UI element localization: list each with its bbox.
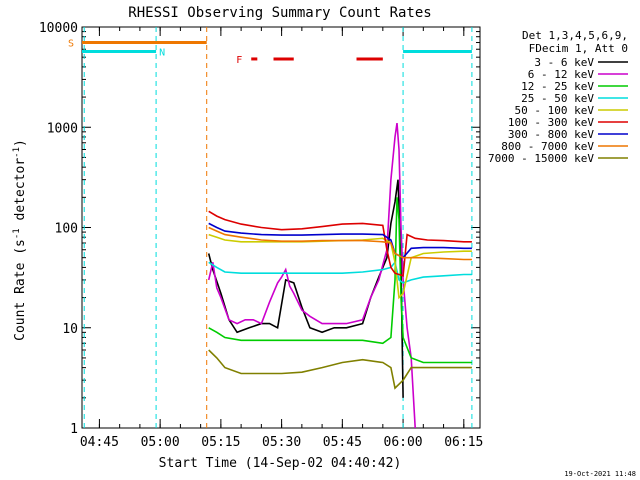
x-tick-label: 05:00 <box>141 435 180 450</box>
x-tick-label: 05:15 <box>201 435 240 450</box>
series-line <box>208 226 472 261</box>
series-line <box>208 197 472 364</box>
axes-layer: 1 10 100 1000 10000 04:45 05:00 05:15 05:30 05:45… <box>39 21 484 450</box>
flag-label: S <box>68 39 74 50</box>
x-tick-label: 05:45 <box>323 435 362 450</box>
legend-entry: 100 - 300 keV <box>508 116 594 129</box>
x-tick-label: 04:45 <box>80 435 119 450</box>
series-line <box>208 210 472 277</box>
legend-entry: 7000 - 15000 keV <box>488 152 594 165</box>
chart-title: RHESSI Observing Summary Count Rates <box>128 5 431 21</box>
x-tick-label: 06:00 <box>384 435 423 450</box>
flag-label: N <box>159 47 165 58</box>
y-tick-label: 100 <box>55 222 78 237</box>
footer-date: 19-Oct-2021 11:48 <box>564 470 636 478</box>
legend-entry: 300 - 800 keV <box>508 128 594 141</box>
legend-entry: 3 - 6 keV <box>534 56 594 69</box>
legend-entry: 25 - 50 keV <box>521 92 594 105</box>
legend-header: FDecim 1, Att 0 <box>529 42 628 55</box>
y-axis-label: Count Rate (s-1 detector-1) <box>12 139 28 341</box>
flare-flag-label: F <box>236 55 242 66</box>
y-tick-label: 1 <box>70 422 78 437</box>
x-axis-label: Start Time (14-Sep-02 04:40:42) <box>159 456 402 471</box>
series-line <box>208 233 472 300</box>
series-line <box>208 349 472 390</box>
x-tick-label: 06:15 <box>444 435 483 450</box>
legend-entry: 50 - 100 keV <box>515 104 595 117</box>
y-tick-label: 10 <box>62 322 78 337</box>
x-tick-label: 05:30 <box>262 435 301 450</box>
legend: Det 1,3,4,5,6,9,FDecim 1, Att 03 - 6 keV… <box>488 29 628 165</box>
legend-entry: 12 - 25 keV <box>521 80 594 93</box>
y-tick-label: 10000 <box>39 21 78 36</box>
legend-header: Det 1,3,4,5,6,9, <box>522 29 628 42</box>
legend-entry: 800 - 7000 keV <box>501 140 594 153</box>
series-line <box>207 179 404 398</box>
legend-entry: 6 - 12 keV <box>528 68 595 81</box>
y-tick-label: 1000 <box>47 121 78 136</box>
series-line <box>208 222 472 259</box>
series-line <box>207 122 416 429</box>
series-layer: S N F <box>68 27 473 429</box>
series-line <box>208 260 472 284</box>
